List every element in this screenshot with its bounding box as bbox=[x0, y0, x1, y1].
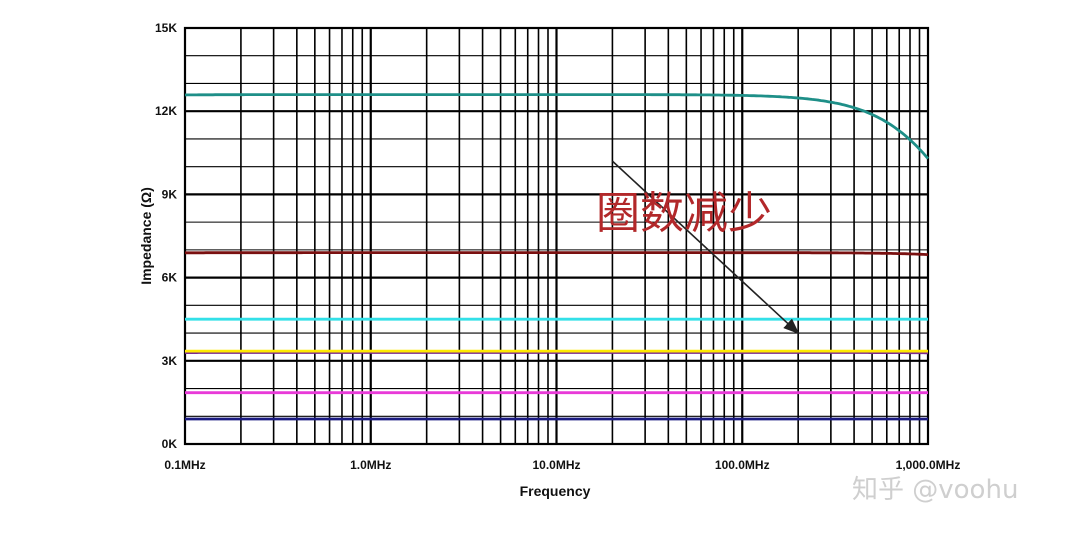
watermark-text: 知乎 @voohu bbox=[852, 475, 1018, 505]
y-tick-label: 15K bbox=[155, 21, 177, 35]
x-axis-title: Frequency bbox=[520, 483, 591, 499]
x-tick-label: 100.0MHz bbox=[715, 458, 770, 472]
tick-labels: 0.1MHz 1.0MHz 10.0MHz 100.0MHz 1,000.0MHz 0K 3… bbox=[155, 21, 960, 472]
y-tick-label: 12K bbox=[155, 104, 177, 118]
y-tick-label: 6K bbox=[162, 271, 178, 285]
y-axis-title: Impedance (Ω) bbox=[138, 187, 154, 285]
series-group bbox=[184, 93, 930, 421]
y-tick-label: 0K bbox=[162, 437, 178, 451]
grid bbox=[183, 26, 930, 446]
annotation-arrow bbox=[611, 160, 800, 335]
x-tick-label: 10.0MHz bbox=[532, 458, 580, 472]
x-tick-label: 1,000.0MHz bbox=[896, 458, 961, 472]
y-tick-label: 9K bbox=[162, 187, 178, 201]
x-tick-label: 0.1MHz bbox=[164, 458, 205, 472]
series-line-1 bbox=[184, 93, 930, 160]
annotation: 圈数减少 bbox=[596, 160, 800, 335]
annotation-text: 圈数减少 bbox=[596, 188, 772, 239]
y-tick-label: 3K bbox=[162, 354, 178, 368]
x-tick-label: 1.0MHz bbox=[350, 458, 391, 472]
series-line-2 bbox=[185, 251, 929, 256]
